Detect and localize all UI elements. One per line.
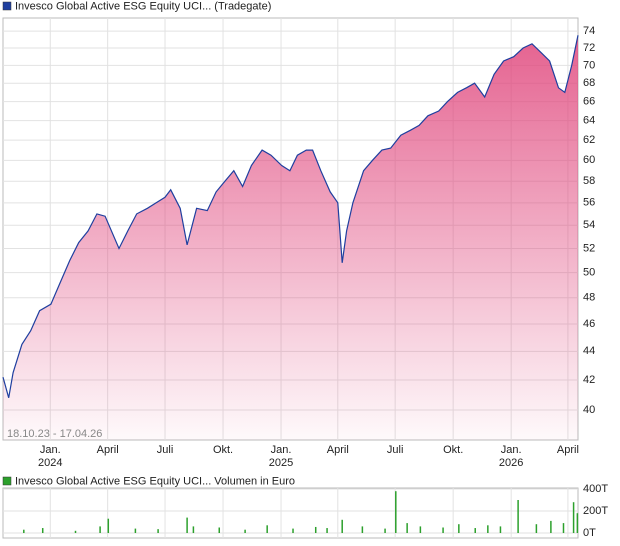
y-tick-label: 68 [583,77,595,89]
volume-bar [292,528,294,533]
volume-plot-area [2,487,579,539]
volume-bar [192,526,195,533]
x-tick-label: Juli [387,444,404,456]
y-tick-label: 70 [583,59,595,71]
volume-bar [23,529,25,533]
volume-bar [474,528,476,533]
y-tick-label: 42 [583,374,595,386]
y-tick-label: 0T [583,527,596,539]
y-tick-label: 74 [583,25,595,37]
legend-swatch [2,1,12,11]
year-label: 2025 [269,457,293,469]
y-tick-label: 64 [583,114,595,126]
volume-bar [576,513,579,533]
y-tick-label: 46 [583,318,595,330]
y-tick-label: 60 [583,154,595,166]
year-label: 2026 [499,457,523,469]
volume-bar [361,526,364,533]
year-label: 2024 [38,457,62,469]
volume-bar [550,520,552,533]
price-line [2,35,579,398]
y-tick-label: 40 [583,404,595,416]
volume-title: Invesco Global Active ESG Equity UCI... … [15,475,295,487]
volume-bar [535,524,538,533]
legend-swatch [2,476,12,486]
volume-bar [341,519,343,533]
y-tick-label: 400T [583,483,608,495]
y-tick-label: 58 [583,175,595,187]
volume-bar [326,528,328,533]
y-tick-label: 44 [583,345,595,357]
y-tick-label: 48 [583,292,595,304]
x-tick-label: April [557,444,579,456]
date-range: 18.10.23 - 17.04.26 [7,428,102,440]
x-tick-label: Jan. [501,444,522,456]
y-tick-label: 52 [583,242,595,254]
volume-bar [314,526,317,533]
volume-bar [41,528,44,533]
volume-bar [395,491,397,533]
volume-bar [244,529,246,533]
volume-bar [266,525,268,533]
volume-bar [499,526,502,533]
volume-bar [74,530,77,533]
y-tick-label: 66 [583,96,595,108]
volume-bar [517,500,519,533]
volume-bar [99,526,101,533]
x-tick-label: April [327,444,349,456]
volume-bar [107,518,110,533]
volume-bar [134,528,137,533]
y-tick-label: 62 [583,134,595,146]
volume-bar [218,527,221,533]
y-tick-label: 200T [583,505,608,517]
volume-bar [186,517,188,533]
x-tick-label: Jan. [40,444,61,456]
x-tick-label: April [97,444,119,456]
chart-title: Invesco Global Active ESG Equity UCI... … [15,0,271,12]
y-tick-label: 72 [583,42,595,54]
y-tick-label: 50 [583,267,595,279]
x-tick-label: Juli [157,444,174,456]
x-tick-label: Okt. [213,444,233,456]
volume-bar [562,523,565,533]
volume-bar [487,525,489,533]
price-area [3,35,578,441]
volume-bar [442,527,444,533]
volume-bar [419,526,422,533]
x-tick-label: Jan. [271,444,292,456]
volume-bar [157,529,159,533]
y-tick-label: 54 [583,219,595,231]
volume-bar [406,523,408,533]
volume-bar [572,502,575,533]
x-tick-label: Okt. [443,444,463,456]
volume-bar [384,528,386,533]
volume-bar [458,524,460,533]
y-tick-label: 56 [583,197,595,209]
